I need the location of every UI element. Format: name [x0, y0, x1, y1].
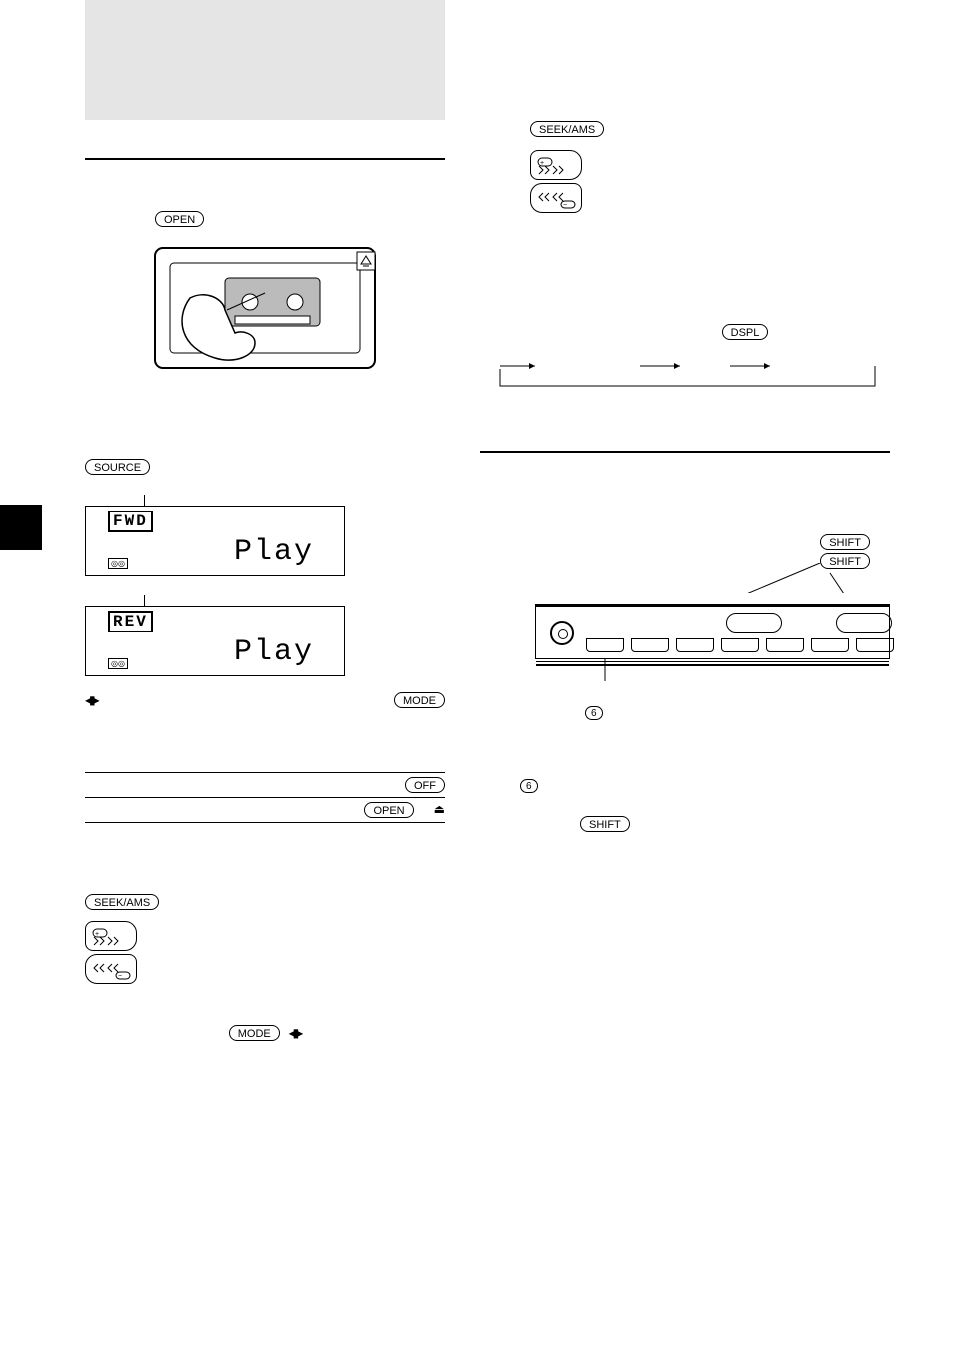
lcd-fwd-play: Play — [234, 535, 314, 569]
open-button-pill-2: OPEN — [364, 802, 413, 818]
lcd-fwd-tag: FWD — [108, 511, 153, 532]
preset-3 — [676, 638, 714, 652]
table-row: OFF — [85, 773, 445, 798]
lcd-rev: REV ◎◎ Play — [85, 606, 345, 676]
shift-reference: SHIFT — [580, 815, 890, 833]
seek-down-button[interactable]: − — [85, 954, 137, 984]
mode-direction-row: MODE — [85, 691, 445, 709]
svg-text:−: − — [118, 973, 122, 980]
table-row: OPEN — [85, 798, 445, 823]
lcd-fwd: FWD ◎◎ Play — [85, 506, 345, 576]
svg-text:−: − — [563, 202, 567, 209]
preset-4 — [721, 638, 759, 652]
deck-with-shift: SHIFT SHIFT 6 — [480, 533, 890, 722]
open-button-callout: OPEN — [155, 210, 445, 228]
mode-button-pill: MODE — [394, 692, 445, 708]
preset-6 — [811, 638, 849, 652]
off-button-pill: OFF — [405, 777, 445, 793]
six-pill-2: 6 — [520, 779, 538, 793]
oval-button-a — [726, 613, 782, 633]
dspl-button-pill: DSPL — [722, 324, 769, 340]
preset-5 — [766, 638, 804, 652]
lcd-rev-play: Play — [234, 635, 314, 669]
lcd-fwd-tape-icon: ◎◎ — [108, 558, 128, 569]
svg-text:+: + — [540, 160, 544, 167]
shift-pill-1: SHIFT — [820, 534, 870, 550]
preset-7 — [856, 638, 894, 652]
direction-change-icon-2 — [289, 1024, 302, 1041]
section-rule-right — [480, 451, 890, 453]
table-header — [85, 754, 445, 773]
section-rule — [85, 158, 445, 160]
eject-icon — [434, 802, 445, 816]
bottom-mode-row: MODE — [85, 1024, 445, 1042]
source-button-pill: SOURCE — [85, 459, 150, 475]
six-pill: 6 — [585, 706, 603, 720]
cassette-insert-illustration — [135, 238, 395, 388]
right-column: SEEK/AMS + − DSPL — [480, 0, 890, 833]
preset-1 — [586, 638, 624, 652]
dspl-block: DSPL — [480, 323, 890, 401]
operations-table: OFF OPEN — [85, 754, 445, 823]
open-button-pill: OPEN — [155, 211, 204, 227]
source-callout: SOURCE — [85, 458, 445, 476]
direction-change-icon — [85, 691, 98, 709]
seek-ams-pill-right: SEEK/AMS — [530, 121, 604, 137]
seek-ams-pill-left: SEEK/AMS — [85, 894, 159, 910]
seek-up-button-r[interactable]: + — [530, 150, 582, 180]
seek-up-button[interactable]: + — [85, 921, 137, 951]
shift-pill-3: SHIFT — [580, 816, 630, 832]
lcd-rev-tape-icon: ◎◎ — [108, 658, 128, 669]
svg-text:+: + — [95, 931, 99, 938]
rotary-knob — [550, 621, 574, 645]
cassette-insert-svg — [135, 238, 395, 388]
deck-panel-illustration — [535, 604, 890, 659]
seek-down-button-r[interactable]: − — [530, 183, 582, 213]
six-reference: 6 — [520, 777, 890, 795]
shift-leader-lines — [480, 563, 890, 593]
deck-base-line — [536, 661, 889, 666]
seek-ams-left: SEEK/AMS + − — [85, 893, 445, 984]
oval-button-b — [836, 613, 892, 633]
lcd-rev-tick — [144, 595, 145, 607]
preset-2 — [631, 638, 669, 652]
lcd-rev-tag: REV — [108, 611, 153, 632]
seek-ams-right: SEEK/AMS + − — [530, 120, 890, 213]
mode-button-pill-2: MODE — [229, 1025, 280, 1041]
page-edge-tab — [0, 505, 42, 550]
display-cycle-diagram — [480, 351, 890, 401]
left-column: OPEN SOURCE FWD ◎◎ Play — [85, 0, 445, 1042]
lcd-fwd-tick — [144, 495, 145, 507]
